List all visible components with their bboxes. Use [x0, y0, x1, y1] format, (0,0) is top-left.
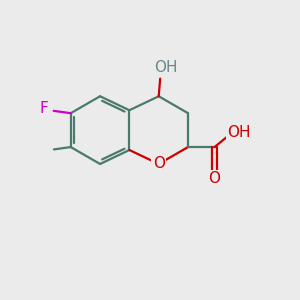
Text: OH: OH — [227, 125, 251, 140]
Text: O: O — [208, 171, 220, 186]
Text: F: F — [39, 101, 48, 116]
Text: OH: OH — [154, 60, 178, 75]
Text: O: O — [153, 157, 165, 172]
